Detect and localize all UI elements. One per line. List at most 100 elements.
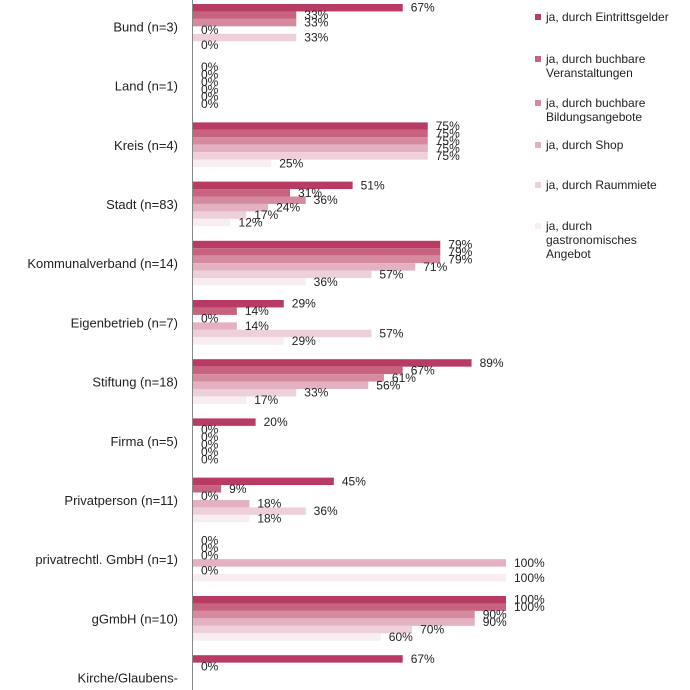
bar <box>193 655 403 663</box>
bar <box>193 514 250 523</box>
bar <box>193 485 222 493</box>
data-label: 9% <box>229 482 247 496</box>
bar <box>193 389 297 397</box>
data-label: 90% <box>483 608 507 622</box>
bar <box>193 218 231 227</box>
data-label: 61% <box>392 371 416 385</box>
bar <box>193 181 353 190</box>
data-label: 31% <box>298 186 322 200</box>
bar <box>193 374 384 382</box>
data-label: 0% <box>201 437 219 451</box>
bar <box>193 4 403 12</box>
data-label: 36% <box>314 504 338 518</box>
category-label: Privatperson (n=11) <box>64 493 178 508</box>
bar <box>193 137 428 145</box>
legend-swatch <box>535 100 541 106</box>
data-label: 14% <box>245 319 269 333</box>
category-label: Bund (n=3) <box>113 19 178 34</box>
category-label: Eigenbetrieb (n=7) <box>71 315 178 330</box>
bar <box>193 300 284 308</box>
data-label: 0% <box>201 534 219 548</box>
bar <box>193 278 306 286</box>
data-label: 56% <box>376 378 400 392</box>
data-label: 0% <box>201 430 219 444</box>
data-label: 0% <box>201 90 219 104</box>
data-label: 0% <box>201 423 219 437</box>
data-label: 12% <box>239 216 263 230</box>
data-label: 67% <box>411 363 435 377</box>
data-label: 89% <box>480 356 504 370</box>
data-label: 20% <box>264 415 288 429</box>
bar <box>193 366 403 375</box>
data-label: 67% <box>411 1 435 15</box>
data-label: 33% <box>304 31 328 45</box>
category-label: gGmbH (n=10) <box>92 611 178 626</box>
data-label: 36% <box>314 193 338 207</box>
bar <box>193 144 428 153</box>
data-label: 0% <box>201 75 219 89</box>
data-label: 57% <box>379 327 403 341</box>
data-label: 0% <box>201 82 219 96</box>
data-label: 0% <box>201 97 219 111</box>
category-label: Land (n=1) <box>115 79 178 94</box>
data-label: 33% <box>304 16 328 30</box>
bar <box>193 418 256 426</box>
bar <box>193 337 284 345</box>
legend-label: ja, durch Shop <box>546 138 624 152</box>
bar <box>193 270 372 279</box>
data-label: 29% <box>292 334 316 348</box>
data-label: 0% <box>201 60 219 74</box>
data-label: 45% <box>342 474 366 488</box>
category-label: Kreis (n=4) <box>114 138 178 153</box>
data-label: 0% <box>201 548 219 562</box>
data-label: 0% <box>201 541 219 555</box>
data-label: 33% <box>304 8 328 22</box>
legend-label: ja, durch gastronomisches Angebot <box>546 219 637 261</box>
legend-swatch <box>535 223 541 229</box>
bar <box>193 381 369 389</box>
data-label: 100% <box>514 556 545 570</box>
data-label: 100% <box>514 571 545 585</box>
bar <box>193 203 269 212</box>
bar <box>193 396 247 404</box>
data-label: 79% <box>448 238 472 252</box>
data-label: 0% <box>201 489 219 503</box>
bar <box>193 633 381 641</box>
data-label: 100% <box>514 600 545 614</box>
bar <box>193 129 428 138</box>
data-label: 0% <box>201 312 219 326</box>
bars-layer <box>193 4 506 663</box>
category-label: privatrechtl. GmbH (n=1) <box>35 552 178 567</box>
data-label: 67% <box>411 652 435 666</box>
bar <box>193 307 237 315</box>
bar <box>193 255 441 264</box>
bar <box>193 322 237 330</box>
data-label: 18% <box>257 497 281 511</box>
data-label: 79% <box>448 252 472 266</box>
data-label: 14% <box>245 304 269 318</box>
data-label: 57% <box>379 267 403 281</box>
bar <box>193 159 272 168</box>
bar <box>193 596 506 604</box>
bar <box>193 574 506 582</box>
category-label: Firma (n=5) <box>110 434 178 449</box>
bar <box>193 248 441 256</box>
bar <box>193 263 416 271</box>
data-label: 75% <box>436 119 460 133</box>
bar <box>193 189 291 197</box>
category-label: Kirche/Glaubens- <box>78 671 178 686</box>
data-label: 51% <box>361 178 385 192</box>
bar <box>193 240 441 249</box>
data-label: 33% <box>304 386 328 400</box>
bar <box>193 507 306 515</box>
legend-swatch <box>535 142 541 148</box>
bar <box>193 618 475 626</box>
bar <box>193 477 334 486</box>
bar <box>193 610 475 619</box>
bar <box>193 196 306 204</box>
data-label: 0% <box>201 38 219 52</box>
data-label: 79% <box>448 245 472 259</box>
data-label: 100% <box>514 593 545 607</box>
category-label: Kommunalverband (n=14) <box>27 256 178 271</box>
legend-swatch <box>535 14 541 20</box>
